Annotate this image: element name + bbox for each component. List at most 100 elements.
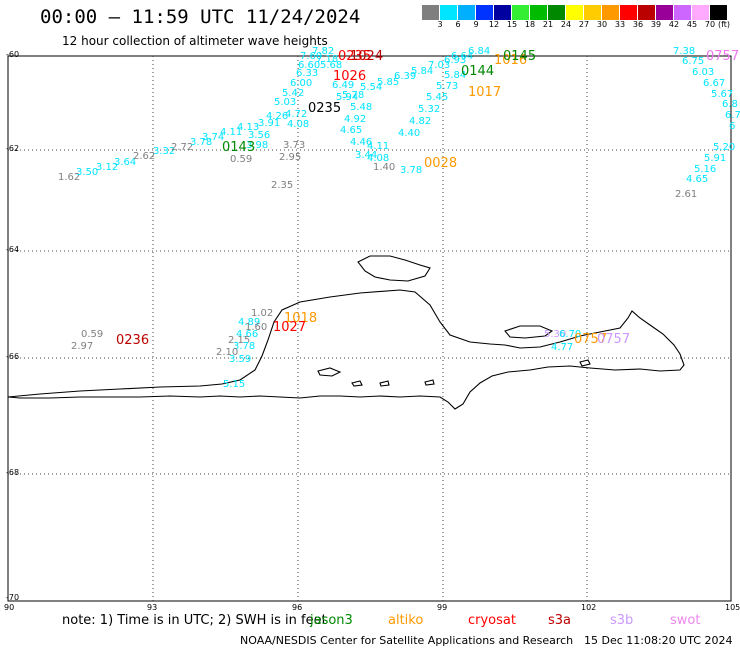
map-frame: [7, 55, 732, 602]
wave-height-value: 2.15: [228, 335, 251, 346]
color-swatch: [656, 5, 673, 20]
map-graticule: [8, 56, 731, 601]
wave-height-value: 6.49: [332, 80, 355, 91]
pass-time-label: 0757: [706, 49, 740, 64]
pass-time-label: 0028: [424, 156, 458, 171]
pass-time-label: 1024: [350, 49, 384, 64]
pass-time-label: 1017: [468, 85, 502, 100]
color-scale-label: 12: [488, 20, 500, 29]
color-scale-unit: (ft): [717, 20, 731, 29]
latitude-tick-label: -68: [6, 468, 20, 477]
wave-height-value: 6.64: [451, 51, 474, 62]
color-swatch: [638, 5, 655, 20]
wave-height-value: 6: [729, 121, 736, 132]
generation-timestamp: 15 Dec 11:08:20 UTC 2024: [584, 634, 733, 647]
color-scale-label: 24: [560, 20, 572, 29]
wave-height-value: 6.67: [703, 78, 726, 89]
legend-item-swot: swot: [670, 613, 701, 628]
wave-height-value: 5.30: [544, 329, 567, 340]
pass-time-label: 0143: [222, 140, 256, 155]
color-scale-label: 30: [596, 20, 608, 29]
wave-height-value: 1.60: [245, 322, 268, 333]
wave-height-value: 6.75: [682, 56, 705, 67]
wave-height-value: 4.82: [409, 116, 432, 127]
wave-height-value: 3.59: [229, 354, 252, 365]
wave-height-value: 5.84: [444, 70, 467, 81]
wave-height-value: 3.32: [153, 146, 176, 157]
color-swatch: [494, 5, 511, 20]
page-subtitle: 12 hour collection of altimeter wave hei…: [62, 34, 328, 48]
wave-height-value: 5.91: [704, 153, 727, 164]
wave-height-value: 4.26: [266, 111, 289, 122]
longitude-tick-label: 93: [147, 603, 158, 612]
color-scale-label: 36: [632, 20, 644, 29]
color-swatch: [674, 5, 691, 20]
wave-height-value: 3.50: [76, 167, 99, 178]
color-swatch: [458, 5, 475, 20]
longitude-tick-label: 96: [292, 603, 303, 612]
color-scale-label: 18: [524, 20, 536, 29]
legend-item-s3a: s3a: [548, 613, 572, 628]
legend-item-jason3: jason3: [310, 613, 353, 628]
wave-height-value: 7.60: [300, 51, 323, 62]
wave-height-value: 3.74: [202, 132, 225, 143]
color-scale-label: 45: [686, 20, 698, 29]
wave-height-value: 0.59: [81, 329, 104, 340]
wave-height-value: 6.39: [394, 71, 417, 82]
wave-height-value: 3.91: [258, 118, 281, 129]
wave-height-value: 6.33: [296, 68, 319, 79]
wave-height-value: 4.92: [344, 114, 367, 125]
wave-height-value: 2.61: [675, 189, 698, 200]
pass-time-label: 0757: [597, 332, 631, 347]
legend-item-s3b: s3b: [610, 613, 634, 628]
color-scale-label: 21: [542, 20, 554, 29]
color-scale-label: 6: [455, 20, 461, 29]
coastline: [7, 255, 685, 410]
wave-height-value: 4.77: [551, 342, 574, 353]
color-scale-label: 42: [668, 20, 680, 29]
pass-time-label: 0236: [116, 333, 150, 348]
pass-time-label: 0144: [461, 64, 495, 79]
wave-height-value: 6.60: [298, 60, 321, 71]
wave-height-value: 2.97: [71, 341, 94, 352]
pass-time-label: 1027: [273, 320, 307, 335]
credit-line: NOAA/NESDIS Center for Satellite Applica…: [240, 634, 574, 647]
wave-height-value: 2.72: [171, 142, 194, 153]
color-scale-label: 33: [614, 20, 626, 29]
wave-height-value: 7.18: [316, 54, 339, 65]
wave-height-value: 0.59: [230, 154, 253, 165]
longitude-tick-label: 99: [437, 603, 448, 612]
wave-height-value: 2.10: [216, 347, 239, 358]
color-swatch: [440, 5, 457, 20]
color-swatch: [548, 5, 565, 20]
color-scale-label: 9: [473, 20, 479, 29]
color-swatch: [530, 5, 547, 20]
page-title: 00:00 – 11:59 UTC 11/24/2024: [40, 6, 361, 28]
wave-height-value: 3.78: [190, 137, 213, 148]
footnote: note: 1) Time is in UTC; 2) SWH is in fe…: [62, 613, 327, 628]
color-scale-label: 15: [506, 20, 518, 29]
color-scale-label: 27: [578, 20, 590, 29]
wave-height-value: 2.35: [271, 180, 294, 191]
wave-height-value: 3.78: [233, 341, 256, 352]
wave-height-value: 5.78: [342, 90, 365, 101]
wave-height-value: 5.03: [274, 97, 297, 108]
wave-height-value: 1.62: [58, 172, 81, 183]
color-swatch: [422, 5, 439, 20]
wave-height-value: 6.93: [444, 55, 467, 66]
pass-time-label: 1026: [333, 69, 367, 84]
wave-height-value: 4.08: [287, 119, 310, 130]
color-scale-label: 3: [437, 20, 443, 29]
wave-height-value: 4.65: [340, 125, 363, 136]
pass-time-label: 0235: [338, 49, 372, 64]
wave-height-value: 4.11: [220, 127, 243, 138]
wave-height-value: 6.8: [722, 99, 738, 110]
wave-height-value: 5.84: [411, 66, 434, 77]
wave-height-value: 7.03: [428, 60, 451, 71]
wave-height-value: 5.48: [350, 102, 373, 113]
wave-height-value: 4.46: [350, 137, 373, 148]
wave-height-value: 6.70: [559, 329, 582, 340]
wave-height-value: 2.95: [279, 152, 302, 163]
wave-height-value: 4.72: [285, 109, 308, 120]
wave-height-value: 5.85: [377, 77, 400, 88]
